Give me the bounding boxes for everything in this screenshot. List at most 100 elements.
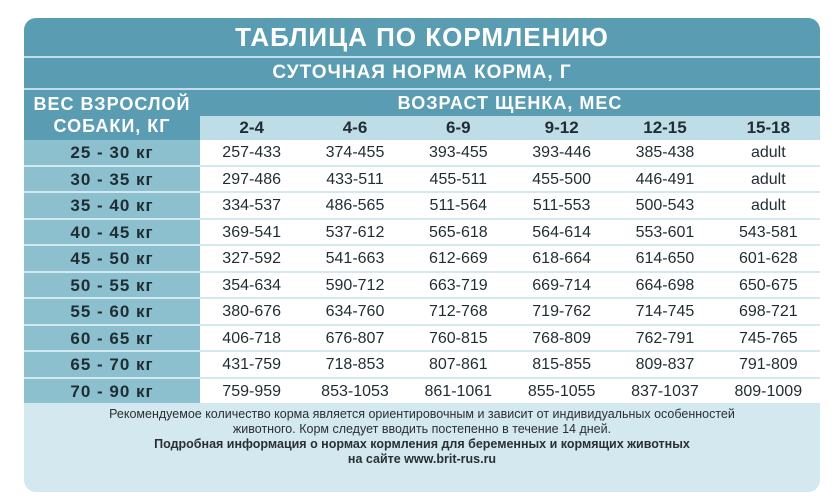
row-values: 759-959 853-1053 861-1061 855-1055 837-1037 8… bbox=[200, 378, 820, 405]
daily-norm-cell: 634-760 bbox=[325, 303, 385, 320]
age-column-header: 12-15 bbox=[643, 118, 687, 137]
daily-norm-cell: adult bbox=[750, 144, 786, 161]
daily-norm-cell: 614-650 bbox=[635, 250, 695, 267]
daily-norm-cell: adult bbox=[750, 170, 786, 188]
table-row: 30 - 35 кг 297-486 433-511 455-511 455-500 44… bbox=[24, 166, 820, 193]
daily-norm-cell: adult bbox=[750, 197, 786, 214]
table-title: ТАБЛИЦА ПО КОРМЛЕНИЮ bbox=[24, 18, 820, 58]
daily-norm-cell: 433-511 bbox=[326, 170, 384, 188]
daily-norm-cell: 537-612 bbox=[325, 223, 385, 241]
daily-norm-cell: 334-537 bbox=[222, 197, 282, 214]
daily-norm-cell: 714-745 bbox=[635, 303, 695, 320]
daily-norm-cell: 669-714 bbox=[532, 276, 591, 294]
weight-range-cell: 25 - 30 кг bbox=[24, 140, 200, 167]
footer-line3: Подробная информация о нормах кормления … bbox=[154, 437, 690, 451]
daily-norm-cell: 809-837 bbox=[635, 356, 695, 373]
daily-norm-cell: 511-564 bbox=[429, 197, 488, 214]
daily-norm-cell: 455-500 bbox=[532, 170, 591, 188]
daily-norm-cell: 853-1053 bbox=[321, 382, 389, 400]
weight-range-cell: 60 - 65 кг bbox=[24, 325, 200, 352]
daily-norm-cell: 541-663 bbox=[325, 250, 385, 267]
daily-norm-cell: 664-698 bbox=[635, 276, 695, 294]
table-row: 60 - 65 кг 406-718 676-807 760-815 768-809 76… bbox=[24, 325, 820, 352]
daily-norm-cell: 612-669 bbox=[428, 250, 488, 267]
table-row: 65 - 70 кг 431-759 718-853 807-861 815-855 80… bbox=[24, 352, 820, 379]
feeding-table-card: ТАБЛИЦА ПО КОРМЛЕНИЮ СУТОЧНАЯ НОРМА КОРМ… bbox=[24, 18, 820, 492]
daily-norm-cell: 718-853 bbox=[325, 356, 385, 373]
daily-norm-cell: 500-543 bbox=[635, 197, 695, 214]
daily-norm-cell: 861-1061 bbox=[424, 382, 493, 400]
table-body: 25 - 30 кг 257-433 374-455 393-455 393-446 38… bbox=[24, 140, 820, 405]
daily-norm-cell: 380-676 bbox=[222, 303, 282, 320]
footer-note: Рекомендуемое количество корма является … bbox=[24, 405, 820, 467]
daily-norm-cell: 663-719 bbox=[428, 276, 488, 294]
age-column-header: 9-12 bbox=[544, 118, 579, 137]
row-values: 431-759 718-853 807-861 815-855 809-837 791-8… bbox=[200, 352, 820, 379]
weight-range-cell: 45 - 50 кг bbox=[24, 246, 200, 273]
daily-norm-cell: 257-433 bbox=[222, 144, 282, 161]
daily-norm-cell: 618-664 bbox=[532, 250, 591, 267]
row-values: 334-537 486-565 511-564 511-553 500-543 adult bbox=[200, 193, 820, 220]
weight-range-cell: 55 - 60 кг bbox=[24, 299, 200, 326]
daily-norm-cell: 807-861 bbox=[428, 356, 488, 373]
daily-norm-cell: 837-1037 bbox=[631, 382, 699, 400]
daily-norm-cell: 565-618 bbox=[428, 223, 488, 241]
age-column-header: 2-4 bbox=[239, 118, 264, 137]
daily-norm-cell: 676-807 bbox=[325, 329, 385, 347]
daily-norm-cell: 393-455 bbox=[428, 144, 488, 161]
row-values: 369-541 537-612 565-618 564-614 553-601 543-5… bbox=[200, 219, 820, 246]
daily-norm-cell: 650-675 bbox=[738, 276, 798, 294]
row-values: 406-718 676-807 760-815 768-809 762-791 745-7… bbox=[200, 325, 820, 352]
daily-norm-cell: 762-791 bbox=[635, 329, 695, 347]
daily-norm-cell: 511-553 bbox=[532, 197, 591, 214]
daily-norm-cell: 745-765 bbox=[738, 329, 798, 347]
footer-line2: животного. Корм следует вводить постепен… bbox=[232, 422, 612, 436]
row-values: 380-676 634-760 712-768 719-762 714-745 698-7… bbox=[200, 299, 820, 326]
weight-header-line1: ВЕС ВЗРОСЛОЙ bbox=[33, 94, 191, 114]
daily-norm-cell: 564-614 bbox=[532, 223, 591, 241]
footer-line1: Рекомендуемое количество корма является … bbox=[109, 407, 735, 421]
table-row: 50 - 55 кг 354-634 590-712 663-719 669-714 66… bbox=[24, 272, 820, 299]
weight-range-cell: 50 - 55 кг bbox=[24, 272, 200, 299]
daily-norm-cell: 385-438 bbox=[635, 144, 695, 161]
daily-norm-cell: 543-581 bbox=[738, 223, 798, 241]
daily-norm-cell: 759-959 bbox=[222, 382, 282, 400]
daily-norm-cell: 809-1009 bbox=[734, 382, 803, 400]
age-header: ВОЗРАСТ ЩЕНКА, МЕС bbox=[200, 90, 820, 116]
daily-norm-cell: 601-628 bbox=[738, 250, 798, 267]
row-values: 257-433 374-455 393-455 393-446 385-438 adult bbox=[200, 140, 820, 167]
table-row: 40 - 45 кг 369-541 537-612 565-618 564-614 55… bbox=[24, 219, 820, 246]
age-columns: 2-4 4-6 6-9 9-12 12-15 15-18 bbox=[200, 116, 820, 140]
table-row: 70 - 90 кг 759-959 853-1053 861-1061 855-105… bbox=[24, 378, 820, 405]
daily-norm-cell: 354-634 bbox=[222, 276, 282, 294]
age-column-header: 6-9 bbox=[446, 118, 471, 137]
daily-norm-cell: 455-511 bbox=[429, 170, 488, 188]
daily-norm-cell: 719-762 bbox=[532, 303, 591, 320]
daily-norm-cell: 369-541 bbox=[222, 223, 282, 241]
age-header-group: ВОЗРАСТ ЩЕНКА, МЕС 2-4 4-6 6-9 9-12 12-1… bbox=[200, 90, 820, 140]
daily-norm-cell: 431-759 bbox=[222, 356, 282, 373]
daily-norm-cell: 393-446 bbox=[532, 144, 591, 161]
table-row: 35 - 40 кг 334-537 486-565 511-564 511-553 50… bbox=[24, 193, 820, 220]
weight-header-line2: СОБАКИ, КГ bbox=[53, 116, 171, 136]
weight-range-cell: 65 - 70 кг bbox=[24, 352, 200, 379]
age-column-header: 15-18 bbox=[746, 118, 791, 137]
table-row: 55 - 60 кг 380-676 634-760 712-768 719-762 71… bbox=[24, 299, 820, 326]
daily-norm-cell: 553-601 bbox=[635, 223, 695, 241]
weight-column-header: ВЕС ВЗРОСЛОЙ СОБАКИ, КГ bbox=[24, 90, 200, 140]
row-values: 297-486 433-511 455-511 455-500 446-491 adult bbox=[200, 166, 820, 193]
daily-norm-cell: 698-721 bbox=[738, 303, 798, 320]
daily-norm-cell: 327-592 bbox=[222, 250, 282, 267]
age-column-header: 4-6 bbox=[342, 118, 368, 137]
daily-norm-cell: 855-1055 bbox=[527, 382, 596, 400]
daily-norm-cell: 446-491 bbox=[635, 170, 695, 188]
daily-norm-cell: 712-768 bbox=[428, 303, 488, 320]
table-subtitle: СУТОЧНАЯ НОРМА КОРМА, Г bbox=[24, 58, 820, 90]
table-row: 45 - 50 кг 327-592 541-663 612-669 618-664 61… bbox=[24, 246, 820, 273]
weight-range-cell: 70 - 90 кг bbox=[24, 378, 200, 405]
table-header: ВЕС ВЗРОСЛОЙ СОБАКИ, КГ ВОЗРАСТ ЩЕНКА, М… bbox=[24, 90, 820, 140]
weight-range-cell: 35 - 40 кг bbox=[24, 193, 200, 220]
daily-norm-cell: 486-565 bbox=[325, 197, 385, 214]
daily-norm-cell: 760-815 bbox=[428, 329, 488, 347]
daily-norm-cell: 406-718 bbox=[222, 329, 282, 347]
